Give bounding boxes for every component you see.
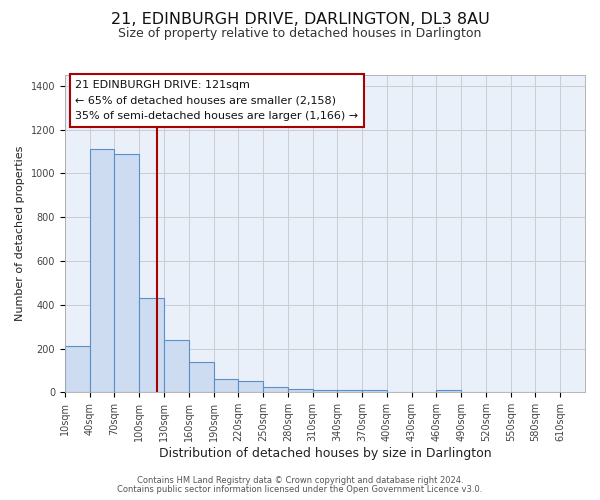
X-axis label: Distribution of detached houses by size in Darlington: Distribution of detached houses by size … [158, 447, 491, 460]
Bar [214, 379, 238, 392]
Text: Size of property relative to detached houses in Darlington: Size of property relative to detached ho… [118, 28, 482, 40]
Bar [115, 154, 139, 392]
Text: Contains HM Land Registry data © Crown copyright and database right 2024.: Contains HM Land Registry data © Crown c… [137, 476, 463, 485]
Bar [89, 150, 115, 392]
Text: 21, EDINBURGH DRIVE, DARLINGTON, DL3 8AU: 21, EDINBURGH DRIVE, DARLINGTON, DL3 8AU [110, 12, 490, 28]
Bar [65, 346, 89, 393]
Bar [139, 298, 164, 392]
Bar [313, 390, 337, 392]
Text: 21 EDINBURGH DRIVE: 121sqm
← 65% of detached houses are smaller (2,158)
35% of s: 21 EDINBURGH DRIVE: 121sqm ← 65% of deta… [76, 80, 358, 121]
Bar [288, 389, 313, 392]
Bar [362, 390, 387, 392]
Bar [164, 340, 189, 392]
Bar [238, 382, 263, 392]
Bar [337, 390, 362, 392]
Bar [189, 362, 214, 392]
Bar [436, 390, 461, 392]
Y-axis label: Number of detached properties: Number of detached properties [15, 146, 25, 322]
Bar [263, 387, 288, 392]
Text: Contains public sector information licensed under the Open Government Licence v3: Contains public sector information licen… [118, 485, 482, 494]
